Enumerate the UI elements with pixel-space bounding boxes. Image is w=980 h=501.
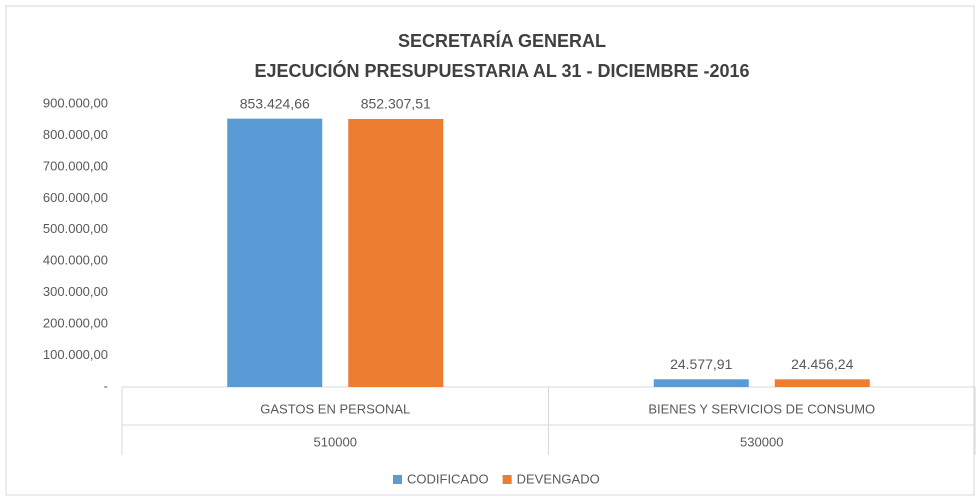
y-tick-label: 100.000,00 [43, 347, 108, 362]
bar [348, 118, 444, 387]
legend-swatch [393, 475, 402, 484]
bar [774, 379, 870, 387]
chart-title: SECRETARÍA GENERAL [398, 30, 606, 51]
legend-label: DEVENGADO [517, 471, 600, 486]
x-tick-label: 530000 [740, 434, 783, 449]
bar [653, 379, 749, 387]
chart-title: EJECUCIÓN PRESUPUESTARIA AL 31 - DICIEMB… [254, 60, 749, 81]
data-label: 852.307,51 [361, 96, 431, 112]
y-tick-label: 800.000,00 [43, 127, 108, 142]
chart-border [5, 5, 975, 496]
y-tick-label: - [104, 378, 108, 393]
legend-swatch [502, 475, 512, 484]
legend-label: CODIFICADO [407, 471, 489, 486]
y-tick-label: 400.000,00 [43, 253, 108, 268]
y-tick-label: 300.000,00 [43, 284, 108, 299]
y-tick-label: 200.000,00 [43, 316, 108, 331]
x-tick-label: BIENES Y SERVICIOS DE CONSUMO [648, 401, 875, 416]
data-label: 853.424,66 [240, 95, 310, 111]
data-label: 24.577,91 [670, 356, 732, 372]
x-tick-label: 510000 [314, 434, 357, 449]
data-label: 24.456,24 [791, 356, 853, 372]
bar [227, 118, 323, 387]
y-tick-label: 600.000,00 [43, 190, 108, 205]
y-tick-label: 900.000,00 [43, 95, 108, 110]
y-tick-label: 500.000,00 [43, 221, 108, 236]
y-tick-label: 700.000,00 [43, 158, 108, 173]
x-tick-label: GASTOS EN PERSONAL [260, 401, 410, 416]
